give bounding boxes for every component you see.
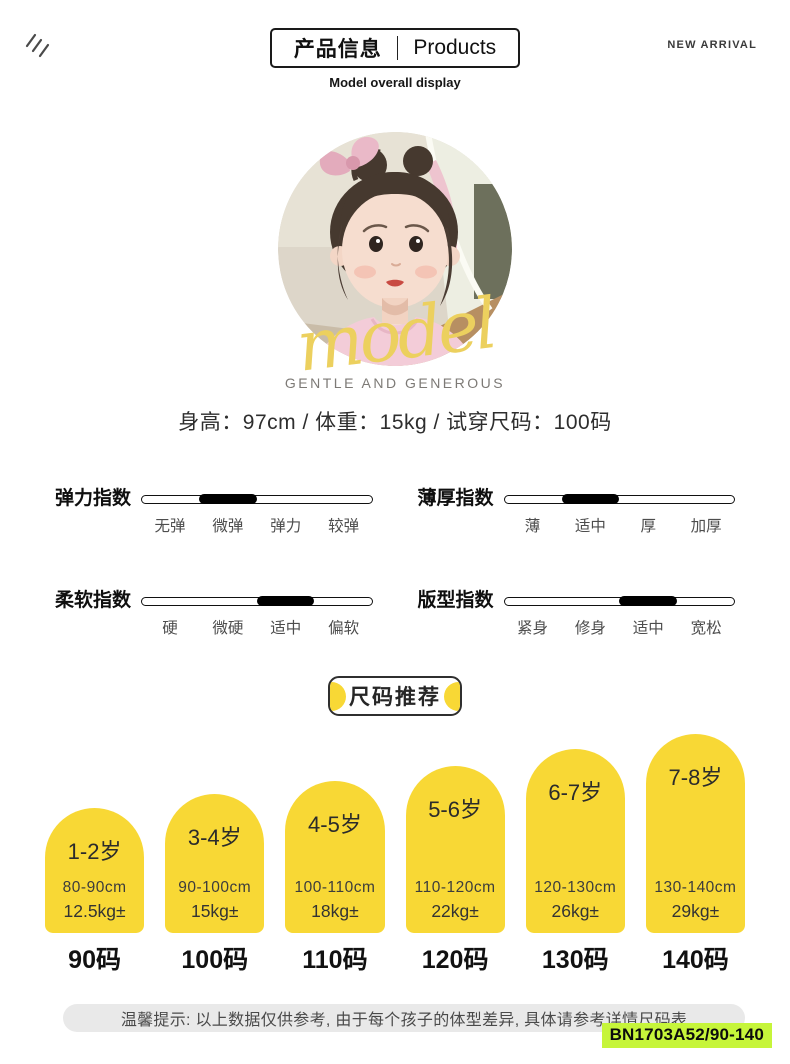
hatch-marks-icon xyxy=(25,33,50,58)
sku-badge: BN1703A52/90-140 xyxy=(601,1023,772,1048)
size-col-120: 5-6岁 110-120cm 22kg± xyxy=(405,766,505,933)
age-range: 4-5岁 xyxy=(308,812,362,837)
title-cn: 产品信息 xyxy=(293,38,382,61)
size-recommend-label: 尺码推荐 xyxy=(349,686,441,709)
index-fill xyxy=(619,596,677,606)
size-chart: 1-2岁 80-90cm 12.5kg± 3-4岁 90-100cm 15kg±… xyxy=(0,734,790,933)
model-photo: model xyxy=(278,132,512,388)
size-code: 130码 xyxy=(541,946,609,974)
index-track xyxy=(503,596,735,606)
index-title: 柔软指数 xyxy=(55,590,132,611)
index-labels: 无弹 微弹 弹力 较弹 xyxy=(154,518,360,535)
index-fill xyxy=(561,494,620,504)
index-thickness: 薄厚指数 薄 适中 厚 加厚 xyxy=(417,488,735,536)
weight-range: 29kg± xyxy=(671,901,720,921)
size-col-140: 7-8岁 130-140cm 29kg± xyxy=(645,734,746,933)
new-arrival-label: NEW ARRIVAL xyxy=(667,39,757,51)
title-en: Products xyxy=(413,36,497,59)
height-range: 80-90cm xyxy=(62,879,127,896)
size-code: 120码 xyxy=(421,946,489,974)
index-track xyxy=(141,494,373,504)
index-title: 薄厚指数 xyxy=(417,488,494,509)
height-range: 110-120cm xyxy=(414,879,496,896)
size-col-130: 6-7岁 120-130cm 26kg± xyxy=(525,749,625,933)
weight-range: 15kg± xyxy=(190,901,239,921)
index-title: 版型指数 xyxy=(417,590,494,611)
header: 产品信息 Products Model overall display NEW … xyxy=(0,0,790,92)
weight-range: 12.5kg± xyxy=(63,901,126,921)
tagline: GENTLE AND GENEROUS xyxy=(284,375,506,391)
size-code: 110码 xyxy=(302,946,368,974)
index-softness: 柔软指数 硬 微硬 适中 偏软 xyxy=(55,590,373,638)
notice-text: 温馨提示: 以上数据仅供参考, 由于每个孩子的体型差异, 具体请参考详情尺码表 xyxy=(120,1012,688,1029)
sku-text: BN1703A52/90-140 xyxy=(609,1025,764,1044)
age-range: 7-8岁 xyxy=(668,765,723,790)
weight-range: 18kg± xyxy=(311,901,359,921)
size-col-110: 4-5岁 100-110cm 18kg± xyxy=(285,781,385,933)
size-col-100: 3-4岁 90-100cm 15kg± xyxy=(165,794,265,933)
age-range: 5-6岁 xyxy=(428,797,482,822)
height-range: 130-140cm xyxy=(654,879,737,896)
index-fill xyxy=(199,494,257,504)
product-info-title-box: 产品信息 Products xyxy=(270,28,520,68)
size-arch: 7-8岁 130-140cm 29kg± xyxy=(645,734,746,933)
height-range: 90-100cm xyxy=(178,879,252,896)
index-fit: 版型指数 紧身 修身 适中 宽松 xyxy=(417,590,735,638)
model-stats: 身高：97cm / 体重：15kg / 试穿尺码：100码 xyxy=(178,411,612,434)
index-track xyxy=(503,494,735,504)
size-code: 100码 xyxy=(181,946,249,974)
index-fill xyxy=(256,596,315,606)
index-elasticity: 弹力指数 无弹 微弹 弹力 较弹 xyxy=(55,488,373,536)
index-title: 弹力指数 xyxy=(55,488,132,509)
size-arch: 6-7岁 120-130cm 26kg± xyxy=(525,749,625,933)
size-arch: 4-5岁 100-110cm 18kg± xyxy=(285,781,385,933)
size-arch: 5-6岁 110-120cm 22kg± xyxy=(405,766,505,933)
size-code: 140码 xyxy=(662,946,729,974)
size-codes-row: 90码 100码 110码 120码 130码 140码 xyxy=(0,940,790,976)
height-range: 120-130cm xyxy=(534,879,617,896)
index-labels: 硬 微硬 适中 偏软 xyxy=(162,620,360,637)
age-range: 6-7岁 xyxy=(548,780,603,805)
footer: 温馨提示: 以上数据仅供参考, 由于每个孩子的体型差异, 具体请参考详情尺码表 … xyxy=(0,1004,790,1064)
height-range: 100-110cm xyxy=(294,879,376,896)
title-divider xyxy=(396,36,399,60)
subtitle: Model overall display xyxy=(329,75,461,90)
size-col-90: 1-2岁 80-90cm 12.5kg± xyxy=(45,808,145,933)
weight-range: 22kg± xyxy=(431,901,479,921)
model-section: model GENTLE AND GENEROUS 身高：97cm / 体重：1… xyxy=(0,132,790,436)
weight-range: 26kg± xyxy=(551,901,600,921)
age-range: 1-2岁 xyxy=(67,839,122,864)
size-code: 90码 xyxy=(68,946,121,974)
model-photo-illustration xyxy=(278,132,512,366)
size-arch: 3-4岁 90-100cm 15kg± xyxy=(165,794,265,933)
index-labels: 紧身 修身 适中 宽松 xyxy=(516,620,722,637)
size-arch: 1-2岁 80-90cm 12.5kg± xyxy=(45,808,145,933)
fabric-indexes: 弹力指数 无弹 微弹 弹力 较弹 薄厚指数 薄 适中 厚 加厚 xyxy=(0,488,790,638)
age-range: 3-4岁 xyxy=(187,825,242,850)
index-labels: 薄 适中 厚 加厚 xyxy=(524,518,722,535)
size-recommend-badge: 尺码推荐 xyxy=(328,676,462,716)
index-track xyxy=(141,596,373,606)
